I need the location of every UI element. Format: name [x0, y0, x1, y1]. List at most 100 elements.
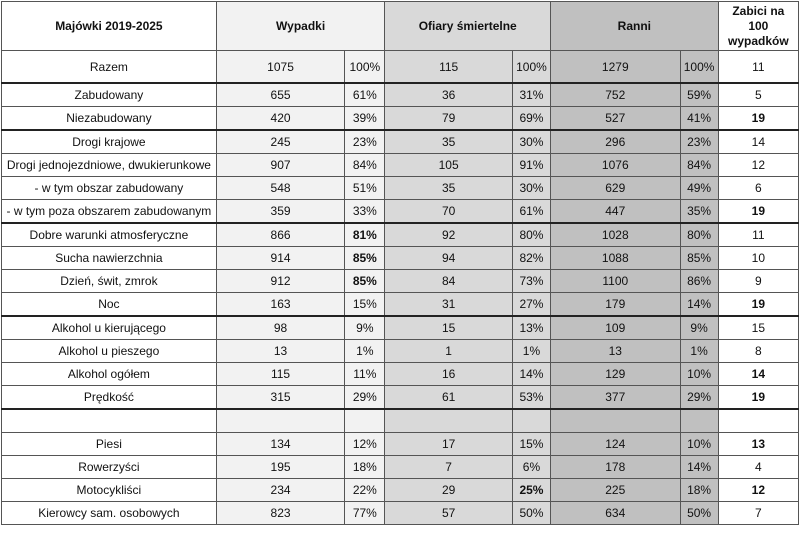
value-cell: 85%	[344, 246, 386, 270]
empty-cell	[511, 408, 552, 433]
value-cell: 1075	[215, 50, 346, 84]
value-cell: 59%	[679, 82, 719, 107]
value-cell: 195	[215, 455, 346, 479]
table-row: Prędkość 315 29% 61 53% 377 29% 19	[1, 385, 800, 410]
value-cell: 447	[550, 199, 681, 224]
table-row: Rowerzyści 195 18% 7 6% 178 14% 4	[1, 455, 800, 479]
value-cell: 11	[717, 50, 800, 84]
header-cell: Ofiary śmiertelne	[384, 1, 552, 51]
value-cell: 1%	[344, 339, 386, 363]
value-cell: 35	[384, 176, 513, 200]
value-cell: 752	[550, 82, 681, 107]
row-label: Sucha nawierzchnia	[1, 246, 217, 270]
value-cell: 629	[550, 176, 681, 200]
value-cell: 14	[717, 129, 800, 154]
value-cell: 73%	[511, 269, 552, 293]
value-cell: 51%	[344, 176, 386, 200]
empty-cell	[344, 408, 386, 433]
value-cell: 14	[717, 362, 800, 386]
table-row: Alkohol u kierującego 98 9% 15 13% 109 9% 15	[1, 315, 800, 340]
value-cell: 420	[215, 106, 346, 131]
value-cell: 35	[384, 129, 513, 154]
value-cell: 6	[717, 176, 800, 200]
value-cell: 79	[384, 106, 513, 131]
value-cell: 19	[717, 199, 800, 224]
row-label: Niezabudowany	[1, 106, 217, 131]
table-row: Drogi jednojezdniowe, dwukierunkowe 907 84…	[1, 153, 800, 177]
table-row: Kierowcy sam. osobowych 823 77% 57 50% 634 50%…	[1, 501, 800, 525]
value-cell: 11	[717, 222, 800, 247]
value-cell: 84%	[679, 153, 719, 177]
value-cell: 914	[215, 246, 346, 270]
value-cell: 85%	[679, 246, 719, 270]
empty-cell	[679, 408, 719, 433]
empty-cell	[384, 408, 513, 433]
header-cell: Ranni	[550, 1, 719, 51]
value-cell: 61%	[511, 199, 552, 224]
value-cell: 50%	[511, 501, 552, 525]
value-cell: 80%	[679, 222, 719, 247]
table-row: Piesi 134 12% 17 15% 124 10% 13	[1, 432, 800, 456]
value-cell: 15	[384, 315, 513, 340]
value-cell: 39%	[344, 106, 386, 131]
value-cell: 61%	[344, 82, 386, 107]
value-cell: 23%	[679, 129, 719, 154]
row-label: Prędkość	[1, 385, 217, 410]
value-cell: 61	[384, 385, 513, 410]
value-cell: 94	[384, 246, 513, 270]
row-label: Piesi	[1, 432, 217, 456]
value-cell: 7	[384, 455, 513, 479]
value-cell: 10%	[679, 362, 719, 386]
value-cell: 30%	[511, 176, 552, 200]
row-label: Rowerzyści	[1, 455, 217, 479]
value-cell: 19	[717, 106, 800, 131]
value-cell: 13	[215, 339, 346, 363]
value-cell: 1100	[550, 269, 681, 293]
value-cell: 84	[384, 269, 513, 293]
table-row: Sucha nawierzchnia 914 85% 94 82% 1088 85% 10	[1, 246, 800, 270]
value-cell: 1028	[550, 222, 681, 247]
data-table: Majówki 2019-2025 Wypadki Ofiary śmierte…	[1, 1, 800, 525]
value-cell: 105	[384, 153, 513, 177]
value-cell: 35%	[679, 199, 719, 224]
value-cell: 25%	[511, 478, 552, 502]
value-cell: 179	[550, 292, 681, 317]
table-row: Noc 163 15% 31 27% 179 14% 19	[1, 292, 800, 317]
value-cell: 7	[717, 501, 800, 525]
header-cell: Wypadki	[215, 1, 386, 51]
value-cell: 9%	[344, 315, 386, 340]
value-cell: 1088	[550, 246, 681, 270]
value-cell: 31	[384, 292, 513, 317]
value-cell: 33%	[344, 199, 386, 224]
value-cell: 10	[717, 246, 800, 270]
row-label: Kierowcy sam. osobowych	[1, 501, 217, 525]
value-cell: 12%	[344, 432, 386, 456]
value-cell: 377	[550, 385, 681, 410]
value-cell: 12	[717, 478, 800, 502]
value-cell: 9	[717, 269, 800, 293]
value-cell: 634	[550, 501, 681, 525]
value-cell: 77%	[344, 501, 386, 525]
value-cell: 86%	[679, 269, 719, 293]
value-cell: 100%	[511, 50, 552, 84]
value-cell: 100%	[679, 50, 719, 84]
empty-cell	[1, 408, 217, 433]
value-cell: 17	[384, 432, 513, 456]
value-cell: 29	[384, 478, 513, 502]
value-cell: 1	[384, 339, 513, 363]
value-cell: 15%	[344, 292, 386, 317]
value-cell: 4	[717, 455, 800, 479]
row-label: - w tym obszar zabudowany	[1, 176, 217, 200]
value-cell: 18%	[344, 455, 386, 479]
value-cell: 14%	[511, 362, 552, 386]
value-cell: 1%	[511, 339, 552, 363]
table-row: Drogi krajowe 245 23% 35 30% 296 23% 14	[1, 129, 800, 154]
empty-cell	[717, 408, 800, 433]
value-cell: 50%	[679, 501, 719, 525]
empty-cell	[215, 408, 346, 433]
value-cell: 5	[717, 82, 800, 107]
value-cell: 527	[550, 106, 681, 131]
value-cell: 100%	[344, 50, 386, 84]
empty-cell	[550, 408, 681, 433]
value-cell: 109	[550, 315, 681, 340]
